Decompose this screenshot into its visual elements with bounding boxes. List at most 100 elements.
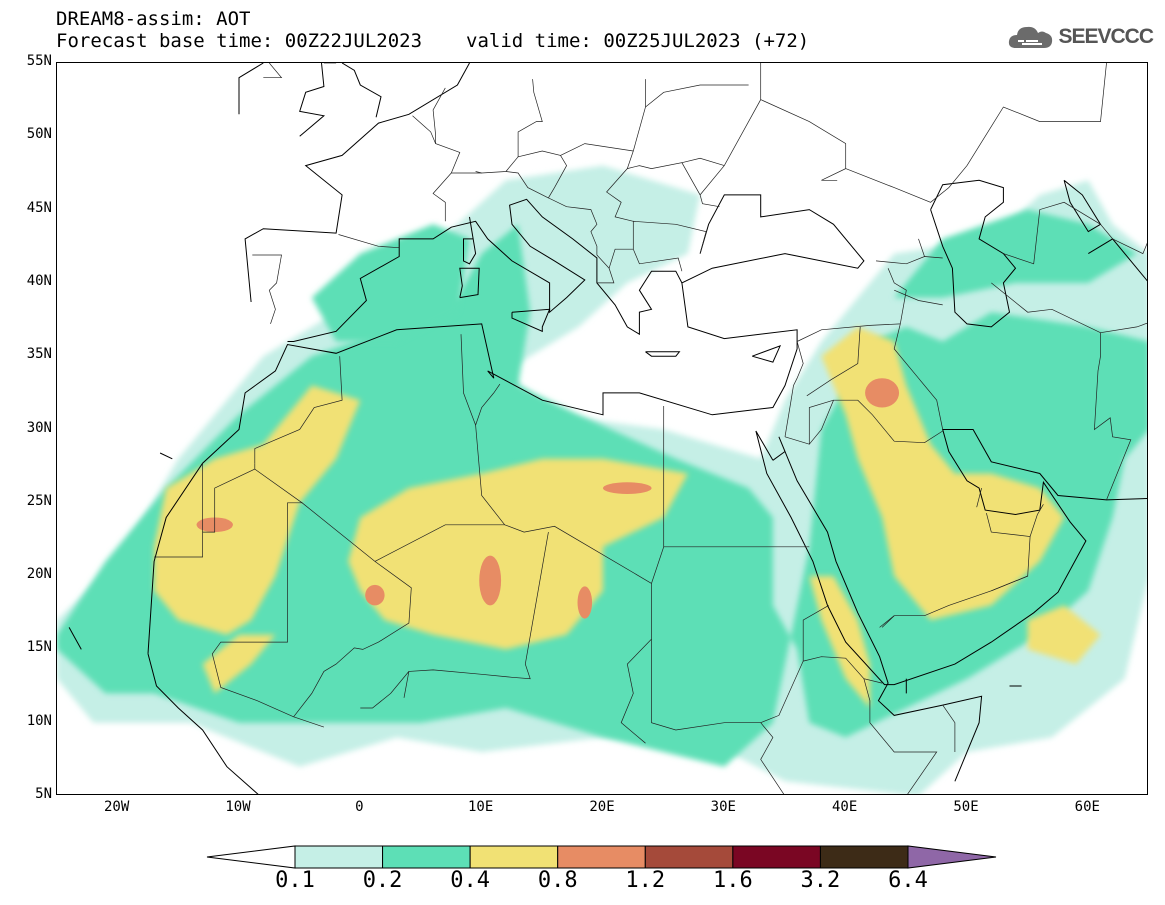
forecast-times: Forecast base time: 00Z22JUL2023 valid ti… <box>56 30 809 52</box>
border-segment <box>784 399 834 445</box>
coastline-segment <box>459 267 480 299</box>
coastline-segment <box>238 63 264 115</box>
border-segment <box>879 615 895 628</box>
logo-text: SEEVCCC <box>1058 25 1154 48</box>
border-segment <box>893 323 944 430</box>
coastline-segment <box>511 308 551 333</box>
border-segment <box>845 63 1107 203</box>
coastline-segment <box>1063 179 1102 233</box>
colorbar-tick-label: 1.6 <box>712 868 753 893</box>
border-segment <box>1112 238 1147 255</box>
border-segment <box>211 468 325 728</box>
lat-tick-label: 15N <box>26 639 52 656</box>
colorbar-over-arrow <box>907 845 997 869</box>
map-title: DREAM8-assim: AOT <box>56 8 251 30</box>
border-segment <box>263 63 283 79</box>
aot-map <box>57 63 1147 794</box>
colorbar-tick-label: 0.1 <box>275 868 315 893</box>
colorbar-bin <box>469 845 559 869</box>
aot-0-8-chad <box>577 586 593 619</box>
coastline-segment <box>244 63 470 303</box>
border-segment <box>560 143 634 156</box>
border-segment <box>626 79 646 169</box>
aot-0-4-sahel <box>202 634 276 694</box>
coastline-segment <box>159 452 173 460</box>
border-segment <box>918 238 925 257</box>
border-segment <box>360 671 410 709</box>
aot-0-2-caspian <box>894 209 1137 298</box>
border-segment <box>338 234 400 249</box>
coastline-segment <box>930 179 1017 328</box>
lat-tick-label: 30N <box>26 419 52 436</box>
colorbar-bin <box>732 845 821 869</box>
cloud-icon <box>1009 26 1053 48</box>
border-segment <box>475 171 482 174</box>
coastline-segment <box>299 63 326 137</box>
lon-tick-label: 10W <box>225 799 251 815</box>
border-segment <box>632 220 707 272</box>
aot-0-2-iberia <box>311 224 470 342</box>
border-segment <box>699 63 762 196</box>
border-segment <box>863 678 938 794</box>
colorbar-bin <box>819 845 909 869</box>
border-segment <box>403 532 549 698</box>
border-segment <box>254 356 343 464</box>
coastline-segment <box>772 436 983 782</box>
border-segment <box>806 326 861 397</box>
base-time: Forecast base time: 00Z22JUL2023 <box>56 30 423 52</box>
coastline-segment <box>147 194 865 654</box>
border-segment <box>784 323 901 437</box>
border-segment <box>1003 201 1113 265</box>
lon-tick-label: 20W <box>104 799 130 815</box>
colorbar-tick-label: 0.8 <box>537 868 578 893</box>
border-segment <box>293 502 412 718</box>
lat-tick-label: 20N <box>26 566 52 583</box>
valid-time: valid time: 00Z25JUL2023 (+72) <box>466 30 810 52</box>
border-segment <box>942 704 956 752</box>
aot-0-8-libya <box>603 482 652 495</box>
aot-region-0-8 <box>196 378 900 619</box>
border-segment <box>1029 504 1044 537</box>
border-segment <box>596 248 634 284</box>
border-segment <box>809 399 943 445</box>
colorbar-under-arrow <box>206 845 296 869</box>
aot-0-8-niger <box>479 555 502 606</box>
lat-tick-label: 45N <box>26 199 52 216</box>
border-segment <box>760 99 847 181</box>
lon-tick-label: 10E <box>468 799 494 815</box>
coastline-segment <box>463 216 477 265</box>
lon-tick-label: 50E <box>953 799 979 815</box>
border-segment <box>681 157 725 166</box>
border-segment <box>803 656 883 684</box>
colorbar-tick-label: 1.2 <box>625 868 666 893</box>
colorbar-tick-label: 0.4 <box>450 868 491 893</box>
colorbar-bin <box>294 845 384 869</box>
lon-tick-label: 0 <box>355 799 364 815</box>
country-borders <box>154 63 1147 794</box>
lat-tick-label: 5N <box>35 786 52 802</box>
border-segment <box>412 115 461 174</box>
seevccc-logo: SEEVCCC <box>1008 22 1154 52</box>
border-segment <box>505 171 549 199</box>
lon-tick-label: 20E <box>589 799 615 815</box>
coastline-segment <box>341 63 382 118</box>
border-segment <box>991 575 1028 592</box>
coastline-segment <box>752 345 782 363</box>
border-segment <box>887 268 907 324</box>
lat-tick-label: 35N <box>26 346 52 363</box>
colorbar-bin <box>644 845 734 869</box>
border-segment <box>432 87 446 144</box>
aot-0-4-redsea <box>809 576 870 708</box>
lon-tick-label: 30E <box>710 799 736 815</box>
lat-tick-label: 50N <box>26 126 52 143</box>
border-segment <box>460 334 476 426</box>
border-segment <box>1100 322 1147 334</box>
border-segment <box>894 289 943 306</box>
aot-0-8-mali <box>365 584 385 606</box>
colorbar-bin <box>557 845 646 869</box>
border-segment <box>517 79 610 269</box>
colorbar-tick-label: 3.2 <box>800 868 841 893</box>
border-segment <box>651 639 785 794</box>
lat-tick-label: 10N <box>26 712 52 729</box>
lon-tick-label: 60E <box>1074 799 1100 815</box>
